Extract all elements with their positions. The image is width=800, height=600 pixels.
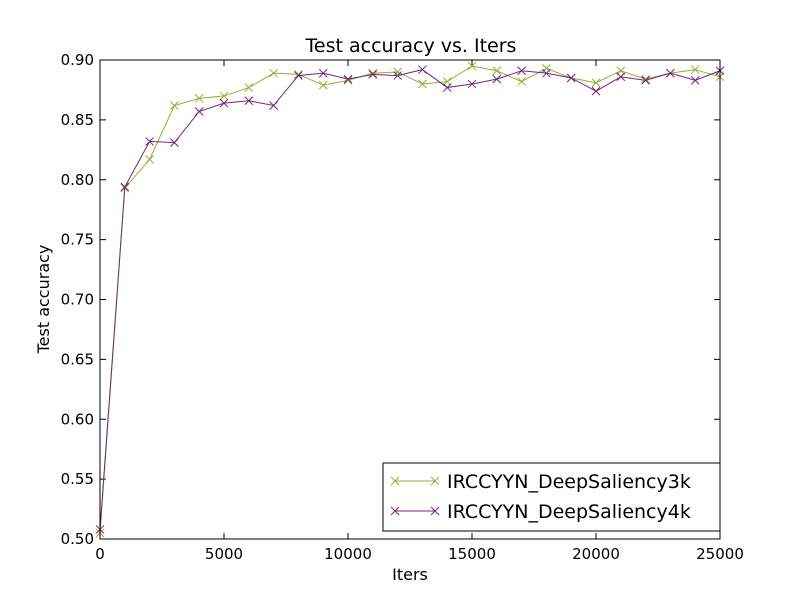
data-point <box>244 96 254 106</box>
data-point <box>294 70 303 79</box>
data-point <box>368 68 378 78</box>
data-point <box>492 74 502 84</box>
data-point <box>145 137 154 146</box>
data-point <box>566 73 576 83</box>
data-point <box>343 76 353 85</box>
y-tick-label: 0.80 <box>61 171 94 189</box>
plot-frame <box>99 59 721 540</box>
chart-title: Test accuracy vs. Iters <box>305 35 517 57</box>
legend: IRCCYYN_DeepSaliency3k IRCCYYN_DeepSalien… <box>382 462 721 532</box>
data-point <box>219 98 229 108</box>
data-point <box>517 77 526 86</box>
legend-item: IRCCYYN_DeepSaliency3k <box>390 471 691 493</box>
x-tick-label: 10000 <box>324 545 372 563</box>
series-lines <box>95 61 725 538</box>
data-point <box>542 68 551 78</box>
series-2 <box>95 65 725 534</box>
x-tick-label: 0 <box>95 545 105 563</box>
y-axis-label: Test accuracy <box>34 245 53 355</box>
series-line <box>99 65 721 534</box>
y-tick-label: 0.55 <box>61 470 94 488</box>
data-point <box>467 61 477 71</box>
data-point <box>294 71 303 80</box>
data-point <box>418 65 427 74</box>
y-tick-label: 0.70 <box>61 291 94 309</box>
x-tick-label: 20000 <box>572 545 620 563</box>
data-point <box>492 66 502 76</box>
data-point <box>690 65 700 74</box>
data-point <box>194 107 204 116</box>
data-point <box>430 476 440 486</box>
data-point <box>145 155 154 164</box>
y-tick-label: 0.75 <box>61 231 94 249</box>
data-point <box>418 79 427 89</box>
data-point <box>269 68 278 78</box>
data-point <box>219 91 229 101</box>
data-point <box>666 68 675 78</box>
x-tick-label: 15000 <box>448 545 496 563</box>
data-point <box>591 78 601 88</box>
legend-label: IRCCYYN_DeepSaliency3k <box>447 471 691 493</box>
legend-box <box>382 462 721 532</box>
data-point <box>390 476 400 486</box>
legend-label: IRCCYYN_DeepSaliency4k <box>447 501 691 523</box>
data-point <box>318 68 328 78</box>
data-point <box>641 76 650 85</box>
y-tick-label: 0.90 <box>61 51 94 69</box>
y-tick-label: 0.85 <box>61 111 94 129</box>
x-tick-label: 5000 <box>205 545 243 563</box>
data-point <box>269 101 278 110</box>
data-point <box>368 70 378 79</box>
data-point <box>690 76 700 85</box>
data-point <box>430 506 440 516</box>
data-point <box>442 83 452 92</box>
data-point <box>244 83 254 92</box>
data-point <box>641 74 650 84</box>
data-point <box>170 138 179 147</box>
y-tick-label: 0.50 <box>61 530 94 548</box>
data-point <box>517 66 526 76</box>
series-line <box>99 69 721 530</box>
data-point <box>390 506 400 516</box>
x-axis-label: Iters <box>392 565 428 584</box>
data-point <box>616 72 626 82</box>
data-point <box>591 86 601 96</box>
data-point <box>194 93 204 103</box>
legend-item: IRCCYYN_DeepSaliency4k <box>390 501 691 523</box>
data-point <box>120 182 130 192</box>
data-point <box>318 80 328 90</box>
x-tick-label: 25000 <box>696 545 744 563</box>
y-tick-label: 0.65 <box>61 350 94 368</box>
data-point <box>170 101 179 110</box>
data-point <box>343 74 353 84</box>
y-tick-label: 0.60 <box>61 410 94 428</box>
data-point <box>393 71 402 80</box>
axis-ticks: 0 5000 10000 15000 20000 25000 0.50 0.55 0.60 0.6… <box>61 51 744 563</box>
data-point <box>467 79 477 89</box>
